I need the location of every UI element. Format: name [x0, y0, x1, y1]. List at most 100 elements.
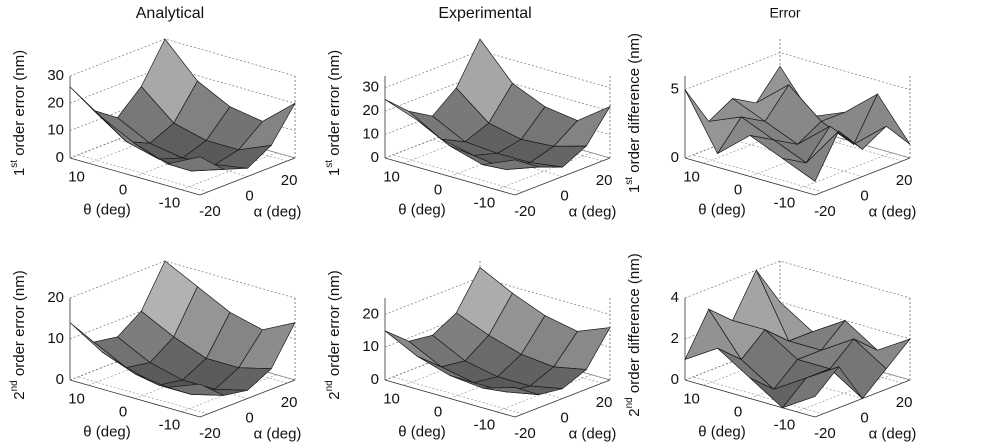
- z-axis-label: 2nd order error (nm): [324, 270, 343, 400]
- grid-line: [392, 376, 523, 415]
- grid-line: [692, 376, 823, 415]
- back-edge: [479, 342, 611, 381]
- y-tick-label: 10: [383, 390, 400, 407]
- x-axis-label: α (deg): [254, 203, 302, 220]
- z-tick-label: 2: [671, 330, 679, 347]
- y-axis-label: θ (deg): [698, 423, 746, 440]
- z-tick-label: 4: [671, 289, 679, 306]
- x-tick-label: -20: [199, 203, 221, 220]
- z-tick-label: 10: [47, 122, 64, 139]
- back-edge: [164, 120, 296, 159]
- z-label-sup: st: [624, 177, 635, 185]
- grid-line: [392, 154, 523, 193]
- z-tick-label: 20: [47, 289, 64, 306]
- x-tick-label: 20: [896, 172, 913, 189]
- z-label-sup: nd: [9, 380, 20, 391]
- y-tick-label: 0: [119, 403, 127, 420]
- y-tick-label: 0: [434, 181, 442, 198]
- z-tick-label: 0: [671, 371, 679, 388]
- z-axis-label: 1st order error (nm): [9, 50, 28, 176]
- surface-cell: [166, 156, 226, 172]
- surface-cell: [482, 387, 539, 395]
- z-tick-label: 0: [56, 371, 64, 388]
- surface-cell: [482, 159, 539, 170]
- z-label-text: order error (nm): [11, 50, 28, 160]
- x-tick-label: -20: [199, 425, 221, 442]
- z-tick-label: 0: [371, 149, 379, 166]
- surface-cell: [167, 383, 224, 396]
- x-axis-label: α (deg): [569, 203, 617, 220]
- x-tick-label: 20: [281, 394, 298, 411]
- y-tick-label: -10: [774, 195, 796, 212]
- grid-line: [181, 374, 277, 412]
- y-tick-label: -10: [159, 195, 181, 212]
- z-label-number: 1: [626, 185, 643, 193]
- z-tick-label: 20: [362, 102, 379, 119]
- z-tick-label: 10: [362, 338, 379, 355]
- y-tick-label: -10: [774, 417, 796, 434]
- z-label-sup: nd: [624, 397, 635, 408]
- x-tick-label: 20: [281, 172, 298, 189]
- x-tick-label: 20: [596, 172, 613, 189]
- y-tick-label: 10: [683, 390, 700, 407]
- x-tick-label: 0: [560, 409, 568, 426]
- x-axis-label: α (deg): [869, 425, 917, 442]
- grid-line: [684, 260, 911, 299]
- grid-line: [496, 152, 592, 190]
- z-axis-label: 1st order difference (nm): [624, 33, 643, 193]
- back-edge: [479, 120, 611, 159]
- y-tick-label: 10: [68, 168, 85, 185]
- z-label-text: order error (nm): [11, 270, 28, 380]
- z-label-number: 2: [626, 408, 643, 416]
- z-tick-label: 5: [671, 81, 679, 98]
- y-tick-label: 0: [734, 181, 742, 198]
- y-axis-label: θ (deg): [83, 423, 131, 440]
- z-tick-label: 30: [362, 79, 379, 96]
- z-tick-label: 20: [362, 305, 379, 322]
- z-label-number: 2: [11, 391, 28, 399]
- back-edge: [164, 342, 296, 381]
- x-tick-label: -20: [814, 203, 836, 220]
- back-edge: [779, 120, 911, 159]
- y-axis-label: θ (deg): [83, 201, 131, 218]
- y-tick-label: 0: [119, 181, 127, 198]
- panel-title: Experimental: [438, 5, 531, 22]
- grid-line: [181, 152, 277, 190]
- grid-line: [496, 374, 592, 412]
- z-tick-label: 10: [47, 330, 64, 347]
- z-label-number: 1: [326, 168, 343, 176]
- z-tick-label: 20: [47, 94, 64, 111]
- y-tick-label: -10: [474, 417, 496, 434]
- y-axis-label: θ (deg): [398, 423, 446, 440]
- x-tick-label: 0: [560, 187, 568, 204]
- y-tick-label: -10: [159, 417, 181, 434]
- x-tick-label: -20: [514, 425, 536, 442]
- y-tick-label: 0: [734, 403, 742, 420]
- x-tick-label: 20: [596, 394, 613, 411]
- x-axis-label: α (deg): [869, 203, 917, 220]
- grid-line: [77, 376, 208, 415]
- x-tick-label: -20: [814, 425, 836, 442]
- grid-line: [732, 139, 863, 177]
- z-label-text: order error (nm): [326, 270, 343, 380]
- z-label-sup: nd: [324, 380, 335, 391]
- z-tick-label: 0: [371, 371, 379, 388]
- z-tick-label: 0: [671, 149, 679, 166]
- x-tick-label: 20: [896, 394, 913, 411]
- grid-line: [796, 152, 892, 190]
- grid-line: [692, 154, 823, 193]
- x-axis-label: α (deg): [569, 425, 617, 442]
- grid-line: [77, 154, 208, 193]
- y-tick-label: 10: [68, 390, 85, 407]
- surface-cell: [782, 130, 840, 182]
- x-tick-label: -20: [514, 203, 536, 220]
- z-label-number: 1: [11, 168, 28, 176]
- back-edge: [779, 342, 911, 381]
- y-axis-label: θ (deg): [398, 201, 446, 218]
- x-tick-label: 0: [245, 187, 253, 204]
- panel-title: Analytical: [136, 5, 204, 22]
- x-tick-label: 0: [860, 187, 868, 204]
- z-axis-label: 2nd order difference (nm): [624, 253, 643, 416]
- z-label-text: order difference (nm): [626, 33, 643, 177]
- z-label-number: 2: [326, 391, 343, 399]
